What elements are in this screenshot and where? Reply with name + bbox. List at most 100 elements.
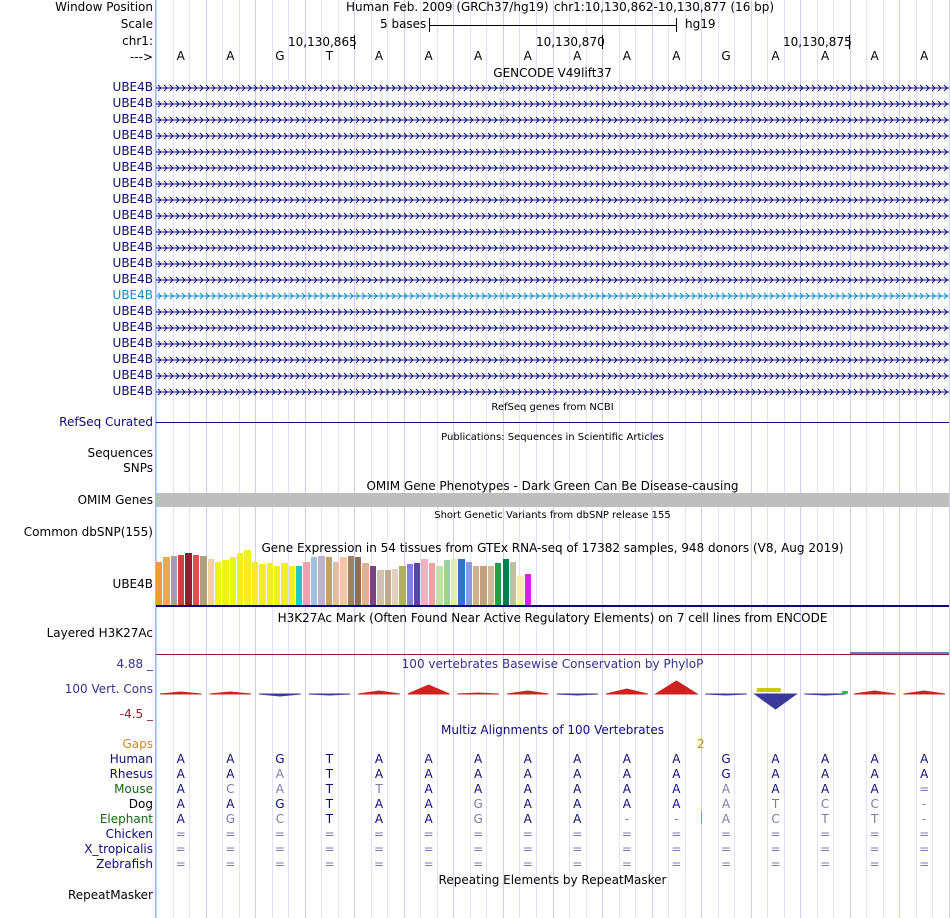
gtex-tissue-bar[interactable] [222, 560, 229, 605]
gencode-gene-label[interactable]: UBE4B [112, 208, 153, 222]
gtex-tissue-bar[interactable] [273, 565, 281, 605]
gtex-tissue-bar[interactable] [443, 560, 450, 605]
gtex-tissue-bar[interactable] [318, 556, 325, 605]
gtex-tissue-bar[interactable] [458, 558, 465, 605]
gtex-tissue-bar[interactable] [237, 552, 244, 605]
phylop-score[interactable] [209, 691, 252, 695]
gencode-gene-label[interactable]: UBE4B [112, 304, 153, 318]
publications-title[interactable]: Publications: Sequences in Scientific Ar… [441, 432, 664, 443]
omim-title[interactable]: OMIM Gene Phenotypes - Dark Green Can Be… [366, 479, 739, 493]
gtex-tissue-bar[interactable] [428, 563, 436, 605]
gencode-transcript[interactable] [156, 289, 949, 304]
gencode-gene-label[interactable]: UBE4B [112, 224, 153, 238]
species-label[interactable]: Rhesus [109, 767, 153, 781]
omim-label[interactable]: OMIM Genes [77, 493, 153, 507]
phylop-score[interactable] [753, 693, 798, 710]
gencode-gene-label[interactable]: UBE4B [112, 240, 153, 254]
species-label[interactable]: Zebrafish [96, 857, 153, 871]
gencode-gene-label[interactable]: UBE4B [112, 256, 153, 270]
species-label[interactable]: Chicken [105, 827, 153, 841]
gencode-title[interactable]: GENCODE V49lift37 [493, 66, 612, 80]
dbsnp-label[interactable]: Common dbSNP(155) [23, 525, 153, 539]
phylop-score[interactable] [457, 692, 499, 695]
phylop-score[interactable] [705, 693, 747, 696]
gtex-tissue-bar[interactable] [436, 565, 443, 605]
gencode-transcript[interactable] [156, 273, 949, 288]
omim-gene-bar[interactable] [156, 493, 949, 507]
gencode-transcript[interactable] [156, 209, 949, 224]
dbsnp-title[interactable]: Short Genetic Variants from dbSNP releas… [434, 510, 671, 521]
species-label[interactable]: Human [109, 752, 153, 766]
gtex-title[interactable]: Gene Expression in 54 tissues from GTEx … [261, 541, 844, 555]
multiz-title[interactable]: Multiz Alignments of 100 Vertebrates [440, 723, 665, 737]
h3k27ac-title[interactable]: H3K27Ac Mark (Often Found Near Active Re… [277, 611, 828, 625]
phylop-score[interactable] [804, 693, 846, 696]
gencode-transcript[interactable] [156, 113, 949, 128]
gtex-tissue-bar[interactable] [244, 550, 251, 605]
gtex-tissue-bar[interactable] [310, 557, 318, 605]
gencode-transcript[interactable] [156, 321, 949, 336]
gtex-tissue-bar[interactable] [156, 561, 163, 605]
gtex-tissue-bar[interactable] [524, 574, 531, 605]
gtex-label[interactable]: UBE4B [112, 577, 153, 591]
species-label[interactable]: Mouse [114, 782, 153, 796]
phylop-score[interactable] [853, 690, 896, 695]
publications-label-sequences[interactable]: Sequences [87, 446, 153, 460]
gencode-transcript[interactable] [156, 129, 949, 144]
gencode-transcript[interactable] [156, 81, 949, 96]
phylop-score[interactable] [653, 680, 699, 695]
refseq-gene-line[interactable] [156, 422, 949, 423]
gencode-gene-label[interactable]: UBE4B [112, 128, 153, 142]
phylop-signal[interactable] [156, 672, 949, 712]
gtex-tissue-bar[interactable] [200, 556, 207, 605]
gtex-tissue-bar[interactable] [391, 568, 399, 605]
gtex-tissue-bar[interactable] [281, 563, 288, 605]
gencode-transcript[interactable] [156, 385, 949, 400]
gtex-tissue-bar[interactable] [377, 570, 384, 605]
gtex-tissue-bar[interactable] [399, 565, 406, 605]
gtex-tissue-bar[interactable] [229, 557, 237, 605]
phylop-label[interactable]: 100 Vert. Cons [64, 682, 153, 696]
gtex-tissue-bar[interactable] [325, 557, 332, 605]
h3k27ac-label[interactable]: Layered H3K27Ac [46, 626, 153, 640]
gencode-transcript[interactable] [156, 161, 949, 176]
gtex-tissue-bar[interactable] [517, 575, 524, 605]
gtex-tissue-bar[interactable] [288, 565, 296, 605]
gencode-transcript[interactable] [156, 177, 949, 192]
phylop-score[interactable] [159, 691, 202, 695]
gtex-tissue-bar[interactable] [465, 561, 472, 605]
phylop-score[interactable] [556, 693, 599, 696]
gtex-tissue-bar[interactable] [178, 554, 185, 605]
gtex-tissue-bar[interactable] [266, 563, 273, 605]
species-label[interactable]: X_tropicalis [84, 842, 153, 856]
gencode-gene-label[interactable]: UBE4B [112, 320, 153, 334]
gencode-transcript[interactable] [156, 337, 949, 352]
gtex-tissue-bar[interactable] [406, 564, 414, 605]
gencode-gene-label[interactable]: UBE4B [112, 96, 153, 110]
refseq-title[interactable]: RefSeq genes from NCBI [491, 402, 614, 413]
gencode-gene-label[interactable]: UBE4B [112, 144, 153, 158]
gtex-tissue-bar[interactable] [251, 561, 259, 605]
gencode-transcript[interactable] [156, 369, 949, 384]
gtex-tissue-bar[interactable] [214, 561, 222, 605]
position-range[interactable]: chr1:10,130,862-10,130,877 (16 bp) [554, 0, 775, 14]
repeatmasker-label[interactable]: RepeatMasker [67, 888, 153, 902]
gencode-transcript[interactable] [156, 353, 949, 368]
phylop-score[interactable] [358, 690, 400, 695]
repeatmasker-title[interactable]: Repeating Elements by RepeatMasker [438, 873, 667, 887]
species-label[interactable]: Dog [128, 797, 153, 811]
gtex-tissue-bar[interactable] [421, 558, 428, 605]
gtex-tissue-bar[interactable] [296, 565, 303, 605]
phylop-title[interactable]: 100 vertebrates Basewise Conservation by… [401, 657, 704, 671]
gencode-gene-label[interactable]: UBE4B [112, 384, 153, 398]
gencode-gene-label[interactable]: UBE4B [112, 176, 153, 190]
gtex-tissue-bar[interactable] [340, 557, 347, 605]
gencode-gene-label[interactable]: UBE4B [112, 272, 153, 286]
gencode-transcript[interactable] [156, 97, 949, 112]
gtex-tissue-bar[interactable] [163, 557, 170, 605]
gencode-gene-label[interactable]: UBE4B [112, 336, 153, 350]
gtex-tissue-bar[interactable] [509, 561, 517, 605]
gencode-transcript[interactable] [156, 145, 949, 160]
gencode-transcript[interactable] [156, 241, 949, 256]
gencode-gene-label[interactable]: UBE4B [112, 352, 153, 366]
